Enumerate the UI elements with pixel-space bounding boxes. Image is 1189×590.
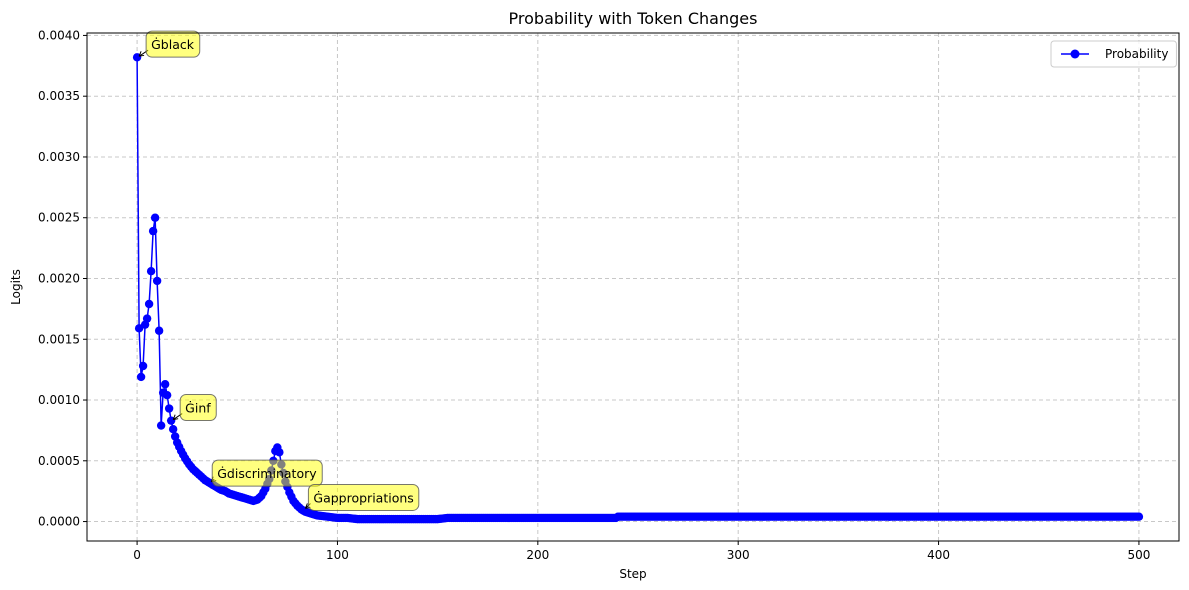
annotation: Ġblack: [138, 30, 201, 58]
x-tick-label: 100: [326, 548, 349, 562]
annotation-box: [179, 394, 217, 422]
data-point: [168, 424, 178, 434]
annotation-box: [307, 483, 420, 511]
data-point: [136, 372, 146, 382]
y-tick-label: 0.0010: [38, 393, 80, 407]
data-point: [134, 324, 144, 333]
plot-frame: [86, 32, 1180, 542]
legend-marker-sample: [1070, 49, 1080, 59]
y-tick-label: 0.0035: [38, 89, 80, 103]
y-tick-label: 0.0020: [38, 271, 80, 285]
annotation-label: Ġappropriations: [313, 489, 413, 505]
data-point: [142, 314, 152, 323]
data-point: [138, 361, 148, 371]
legend-label-probability: Probability: [1105, 47, 1168, 61]
annotation: Ġdiscriminatory: [210, 459, 323, 487]
axis-ticks: 0 100 200 300 400 500 0.0000 0.0005 0.0010 0.0015…: [38, 28, 1150, 562]
annotations: Ġblack Ġinf Ġdiscriminatory Ġappropriations: [138, 30, 420, 511]
data-point: [150, 213, 160, 222]
data-point: [148, 226, 158, 236]
data-point: [154, 326, 164, 335]
annotation: Ġappropriations: [304, 483, 420, 511]
y-tick-label: 0.0040: [38, 28, 80, 42]
annotation-label: Ġblack: [151, 36, 195, 52]
data-point: [164, 404, 174, 413]
y-tick-label: 0.0030: [38, 150, 80, 164]
annotation-box: [211, 459, 323, 487]
data-point: [156, 421, 166, 430]
x-tick-label: 200: [526, 548, 549, 562]
y-tick-label: 0.0015: [38, 332, 80, 346]
y-tick-label: 0.0000: [38, 515, 80, 529]
data-point: [146, 267, 156, 276]
legend-box: [1050, 40, 1177, 68]
data-point: [275, 448, 284, 457]
y-tick-label: 0.0005: [38, 454, 80, 468]
annotation-box: [145, 30, 201, 58]
data-point: [160, 380, 170, 389]
data-point: [152, 276, 162, 286]
x-tick-label: 500: [1127, 548, 1150, 562]
x-tick-label: 0: [133, 548, 141, 562]
annotation-label: Ġinf: [185, 400, 211, 416]
y-tick-label: 0.0025: [38, 211, 80, 225]
grid: [87, 33, 1179, 541]
data-point: [162, 390, 172, 400]
x-tick-label: 400: [927, 548, 950, 562]
x-axis-label: Step: [619, 567, 646, 581]
legend: Probability: [1050, 40, 1177, 68]
annotation-label: Ġdiscriminatory: [217, 465, 317, 481]
y-axis-label: Logits: [9, 269, 23, 305]
x-tick-label: 300: [727, 548, 750, 562]
annotation: Ġinf: [172, 394, 217, 422]
chart-title: Probability with Token Changes: [509, 9, 758, 28]
data-point: [144, 299, 154, 309]
data-point: [1134, 512, 1144, 521]
